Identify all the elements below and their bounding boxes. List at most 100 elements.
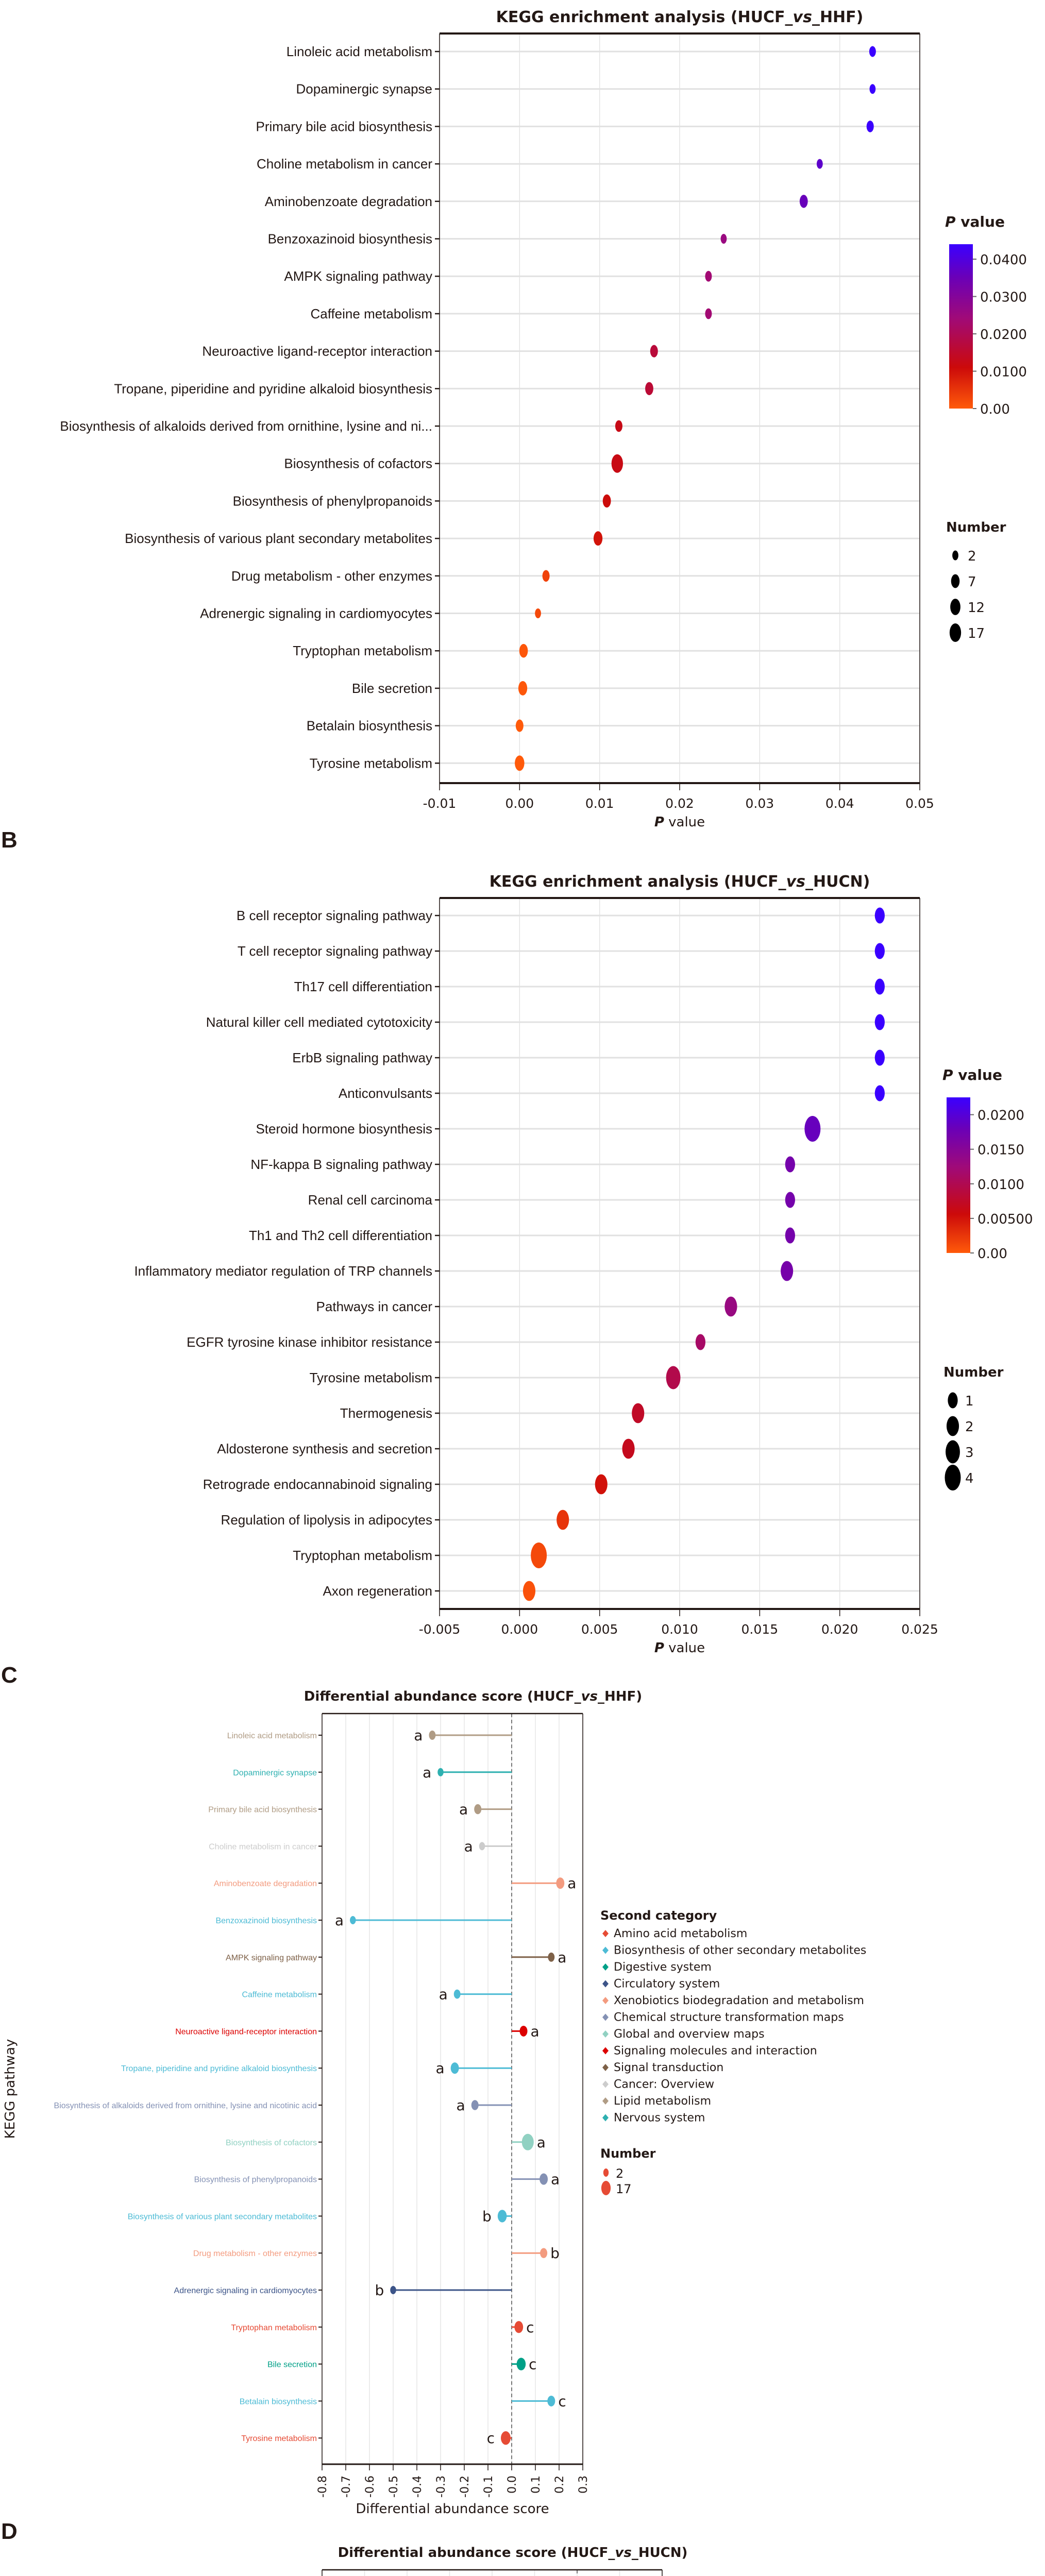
data-point: [519, 643, 528, 658]
data-point: [874, 1014, 885, 1030]
color-legend-title-rest: value: [953, 1066, 1002, 1083]
x-tick-label: -0.01: [423, 796, 457, 811]
chart-title: KEGG enrichment analysis (HUCF_vs_HUCN): [490, 873, 870, 891]
data-point: [650, 345, 658, 358]
category-legend-label: Nervous system: [614, 2112, 705, 2125]
lollipop-point: [519, 2025, 528, 2037]
y-tick-label: ErbB signaling pathway: [292, 1050, 432, 1065]
lollipop-point: [453, 1989, 461, 1999]
x-axis-label: Differential abundance score: [356, 2501, 549, 2517]
x-tick-label: -0.3: [435, 2476, 448, 2498]
significance-letter: a: [414, 1727, 423, 1744]
data-point: [874, 1049, 885, 1066]
lollipop-point: [540, 2248, 548, 2258]
category-legend-key: [602, 1963, 609, 1971]
size-legend-symbol: [949, 623, 962, 642]
data-point: [615, 420, 622, 432]
category-legend-key: [602, 2114, 609, 2122]
y-tick-label: Linoleic acid metabolism: [286, 44, 432, 59]
category-legend-title: Second category: [600, 1908, 717, 1923]
data-point: [622, 1438, 635, 1459]
data-point: [799, 195, 808, 208]
significance-letter: a: [551, 2171, 560, 2188]
data-point: [611, 454, 623, 473]
significance-letter: a: [435, 2060, 444, 2077]
x-tick-label: 0.020: [821, 1622, 858, 1637]
x-tick-label: -0.6: [364, 2476, 377, 2498]
panel-letter: B: [1, 827, 18, 853]
y-tick-label: Tryptophan metabolism: [293, 1548, 432, 1563]
data-point: [720, 234, 727, 244]
data-point: [695, 1334, 705, 1350]
color-bar-tick-label: 0.0100: [977, 1177, 1024, 1193]
color-bar: [947, 1097, 970, 1253]
color-bar-tick-label: 0.0200: [977, 1108, 1024, 1124]
x-tick-label: 0.05: [905, 796, 934, 811]
x-tick-label: 0.0: [506, 2476, 519, 2494]
y-tick-label: Drug metabolism - other enzymes: [231, 568, 432, 584]
x-axis-label-rest: value: [664, 815, 705, 830]
x-tick-label: 0.005: [581, 1622, 618, 1637]
category-legend-key: [602, 2047, 609, 2055]
x-tick-label: -0.4: [411, 2476, 424, 2498]
x-tick-label: -0.8: [316, 2476, 329, 2498]
color-bar-tick-label: 0.00: [980, 402, 1010, 417]
x-tick-label: 0.01: [585, 796, 614, 811]
data-point: [515, 719, 524, 732]
significance-letter: a: [457, 2097, 465, 2114]
panel-letter: C: [1, 1663, 18, 1688]
x-tick-label: 0.2: [553, 2476, 566, 2494]
y-tick-label: Th1 and Th2 cell differentiation: [249, 1228, 432, 1243]
x-tick-label: -0.7: [340, 2476, 353, 2498]
y-tick-label: Adrenergic signaling in cardiomyocytes: [174, 2286, 317, 2295]
lollipop-point: [514, 2321, 524, 2333]
color-bar-tick-label: 0.0150: [977, 1143, 1024, 1158]
y-tick-label: Betalain biosynthesis: [240, 2397, 317, 2406]
y-tick-label: Biosynthesis of alkaloids derived from o…: [60, 418, 432, 434]
y-tick-label: Aminobenzoate degradation: [265, 194, 432, 209]
color-legend-title-italic: P: [945, 213, 956, 230]
y-tick-label: B cell receptor signaling pathway: [237, 908, 432, 923]
data-point: [869, 84, 876, 94]
y-tick-label: Axon regeneration: [323, 1583, 432, 1599]
lollipop-point: [479, 1842, 485, 1851]
x-axis-label-italic: P: [654, 1640, 664, 1656]
x-tick-label: 0.3: [577, 2476, 590, 2494]
category-legend-label: Global and overview maps: [614, 2028, 765, 2041]
y-axis-label: KEGG pathway: [3, 2039, 18, 2139]
color-bar-tick-label: 0.0300: [980, 290, 1027, 306]
significance-letter: c: [487, 2430, 495, 2447]
data-point: [874, 1085, 885, 1101]
lollipop-point: [497, 2210, 507, 2223]
lollipop-point: [474, 1804, 482, 1815]
chart-title-italic: vs: [786, 873, 805, 891]
lollipop-point: [429, 1731, 436, 1740]
data-point: [535, 608, 541, 618]
y-tick-label: T cell receptor signaling pathway: [238, 943, 432, 959]
y-tick-label: Biosynthesis of cofactors: [226, 2139, 317, 2147]
data-point: [531, 1543, 547, 1568]
y-tick-label: Pathways in cancer: [316, 1299, 433, 1314]
chart-title: Differential abundance score (HUCF_vs_HU…: [338, 2545, 688, 2561]
size-legend-label: 4: [965, 1471, 974, 1486]
color-bar-tick-label: 0.00500: [977, 1212, 1033, 1227]
size-legend-label: 17: [968, 626, 985, 641]
y-tick-label: Bile secretion: [352, 681, 432, 696]
chart-title-suffix: _HUCN): [632, 2545, 688, 2561]
x-tick-label: 0.000: [501, 1622, 538, 1637]
category-legend-key: [602, 2080, 609, 2088]
significance-letter: a: [459, 1801, 468, 1818]
x-tick-label: -0.005: [419, 1622, 461, 1637]
data-point: [874, 943, 885, 959]
chart-title-italic: vs: [793, 8, 812, 26]
size-legend-label: 17: [616, 2182, 632, 2196]
y-tick-label: Choline metabolism in cancer: [209, 1842, 317, 1851]
y-tick-label: Biosynthesis of cofactors: [284, 456, 432, 471]
y-tick-label: Renal cell carcinoma: [308, 1192, 433, 1208]
category-legend-label: Digestive system: [614, 1961, 712, 1974]
x-tick-label: 0.04: [825, 796, 854, 811]
lollipop-point: [516, 2358, 526, 2370]
data-point: [593, 531, 603, 546]
size-legend-label: 1: [965, 1394, 974, 1409]
significance-letter: a: [464, 1838, 473, 1855]
